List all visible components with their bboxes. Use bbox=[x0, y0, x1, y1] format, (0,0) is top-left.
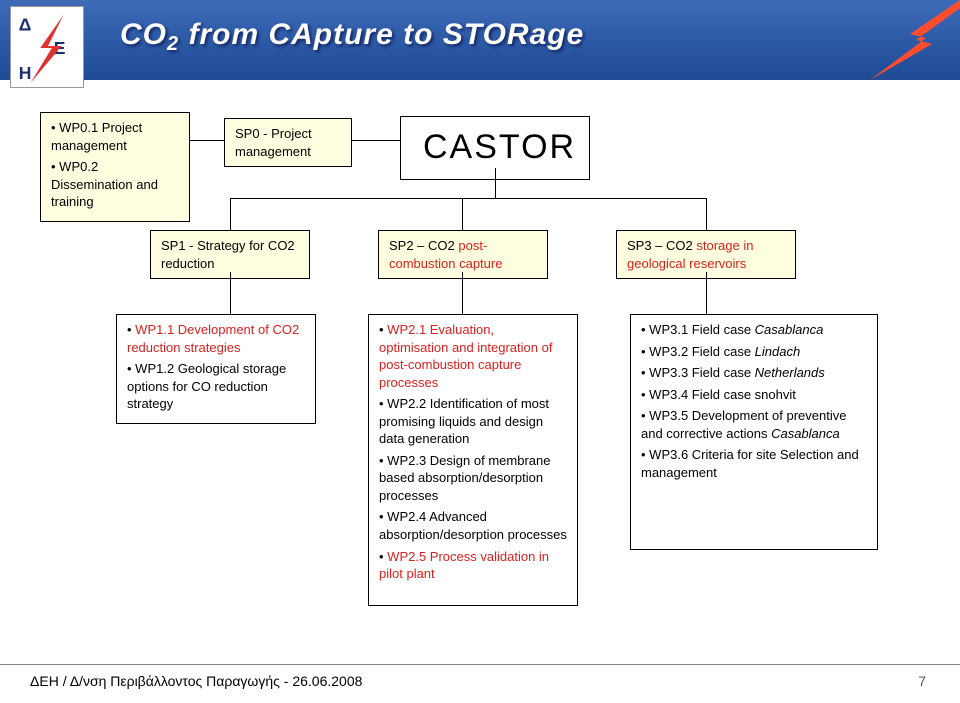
title-sub: 2 bbox=[167, 33, 179, 55]
connector bbox=[462, 198, 463, 230]
footer-text: ΔΕΗ / Δ/νση Περιβάλλοντος Παραγωγής - 26… bbox=[30, 673, 362, 689]
list-item: WP3.3 Field case Netherlands bbox=[641, 364, 867, 382]
box-sp2: SP2 – CO2 post-combustion capture bbox=[378, 230, 548, 279]
svg-text:Η: Η bbox=[19, 63, 32, 83]
list-item: WP3.6 Criteria for site Selection and ma… bbox=[641, 446, 867, 481]
list-item: WP2.5 Process validation in pilot plant bbox=[379, 548, 567, 583]
box-wp1: WP1.1 Development of CO2 reduction strat… bbox=[116, 314, 316, 424]
connector bbox=[462, 272, 463, 314]
box-wp2: WP2.1 Evaluation, optimisation and integ… bbox=[368, 314, 578, 606]
list-item: WP1.2 Geological storage options for CO … bbox=[127, 360, 305, 413]
title-pre: CO bbox=[120, 18, 167, 51]
slide-title: CO2 from CApture to STORage bbox=[120, 18, 584, 52]
list-item: WP0.1 Project management bbox=[51, 119, 179, 154]
list-item: WP3.2 Field case Lindach bbox=[641, 343, 867, 361]
list-item: WP1.1 Development of CO2 reduction strat… bbox=[127, 321, 305, 356]
box-sp0: SP0 - Project management bbox=[224, 118, 352, 167]
connector bbox=[190, 140, 224, 141]
list-wp1: WP1.1 Development of CO2 reduction strat… bbox=[127, 321, 305, 413]
connector bbox=[706, 198, 707, 230]
list-item: WP2.3 Design of membrane based absorptio… bbox=[379, 452, 567, 505]
title-banner: CO2 from CApture to STORage bbox=[0, 0, 960, 80]
list-wp2: WP2.1 Evaluation, optimisation and integ… bbox=[379, 321, 567, 583]
list-item: WP3.1 Field case Casablanca bbox=[641, 321, 867, 339]
list-item: WP3.5 Development of preventive and corr… bbox=[641, 407, 867, 442]
list-wp3: WP3.1 Field case Casablanca WP3.2 Field c… bbox=[641, 321, 867, 481]
list-wp0: WP0.1 Project management WP0.2 Disseminat… bbox=[51, 119, 179, 211]
company-logo: Δ Ε Η bbox=[10, 6, 84, 88]
box-wp0: WP0.1 Project management WP0.2 Disseminat… bbox=[40, 112, 190, 222]
connector bbox=[230, 272, 231, 314]
list-item: WP2.4 Advanced absorption/desorption pro… bbox=[379, 508, 567, 543]
sp3-storage: storage in geological reservoirs bbox=[627, 238, 753, 271]
svg-text:Δ: Δ bbox=[19, 14, 32, 34]
connector bbox=[706, 272, 707, 314]
footer-rule bbox=[0, 664, 960, 665]
list-item: WP3.4 Field case snohvit bbox=[641, 386, 867, 404]
connector bbox=[230, 198, 231, 230]
list-item: WP2.1 Evaluation, optimisation and integ… bbox=[379, 321, 567, 391]
connector bbox=[230, 198, 706, 199]
sp2-post: post-combustion capture bbox=[389, 238, 502, 271]
connector bbox=[352, 140, 400, 141]
list-item: WP2.2 Identification of most promising l… bbox=[379, 395, 567, 448]
page-number: 7 bbox=[918, 673, 926, 689]
title-post: from CApture to STORage bbox=[179, 18, 584, 51]
list-item: WP0.2 Dissemination and training bbox=[51, 158, 179, 211]
box-wp3: WP3.1 Field case Casablanca WP3.2 Field c… bbox=[630, 314, 878, 550]
bolt-icon bbox=[870, 0, 960, 80]
connector bbox=[495, 168, 496, 198]
